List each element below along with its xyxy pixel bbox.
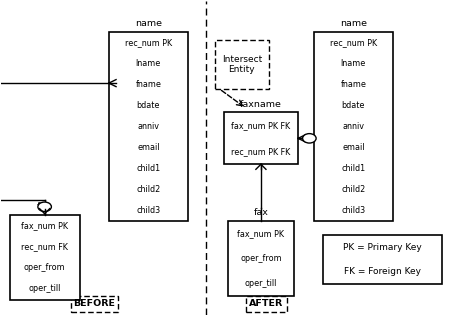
Text: child3: child3 [136,206,160,215]
Text: fax_num PK: fax_num PK [21,221,68,230]
Text: fname: fname [135,80,161,89]
Text: name: name [339,19,366,28]
Text: FK = Foreign Key: FK = Foreign Key [343,267,420,276]
Circle shape [302,134,315,143]
Text: child2: child2 [136,185,160,194]
Bar [322,235,442,284]
Text: rec_num PK: rec_num PK [329,38,376,47]
Text: rec_num FK: rec_num FK [21,242,68,251]
Text: oper_from: oper_from [24,263,65,272]
Text: fax: fax [253,208,268,217]
Bar [70,296,118,312]
Bar [223,112,298,164]
Text: lname: lname [135,59,161,68]
Text: oper_till: oper_till [28,284,61,294]
Text: oper_from: oper_from [239,254,281,263]
Bar [228,221,293,296]
Bar [246,296,286,312]
Text: email: email [341,143,364,152]
Text: rec_num PK: rec_num PK [124,38,171,47]
Text: child1: child1 [136,164,160,173]
Text: oper_till: oper_till [244,279,276,288]
Bar [109,32,187,221]
Text: name: name [134,19,161,28]
Text: BEFORE: BEFORE [73,300,115,308]
Text: bdate: bdate [341,101,364,110]
Text: fname: fname [340,80,365,89]
Text: lname: lname [340,59,365,68]
Text: fax_num PK FK: fax_num PK FK [231,121,290,130]
Bar [313,32,392,221]
Text: PK = Primary Key: PK = Primary Key [342,243,421,252]
Text: faxname: faxname [239,100,281,109]
Bar [214,40,268,89]
Text: child1: child1 [341,164,364,173]
Text: Intersect
Entity: Intersect Entity [221,55,261,74]
Text: AFTER: AFTER [249,300,283,308]
Text: anniv: anniv [341,122,364,131]
Text: email: email [137,143,159,152]
Text: fax_num PK: fax_num PK [237,229,284,238]
Circle shape [38,202,51,211]
Text: rec_num PK FK: rec_num PK FK [231,147,290,156]
Text: anniv: anniv [137,122,159,131]
Text: child2: child2 [341,185,364,194]
Text: fax: fax [37,202,52,211]
Text: bdate: bdate [136,101,160,110]
Bar [9,215,79,300]
Text: child3: child3 [341,206,364,215]
